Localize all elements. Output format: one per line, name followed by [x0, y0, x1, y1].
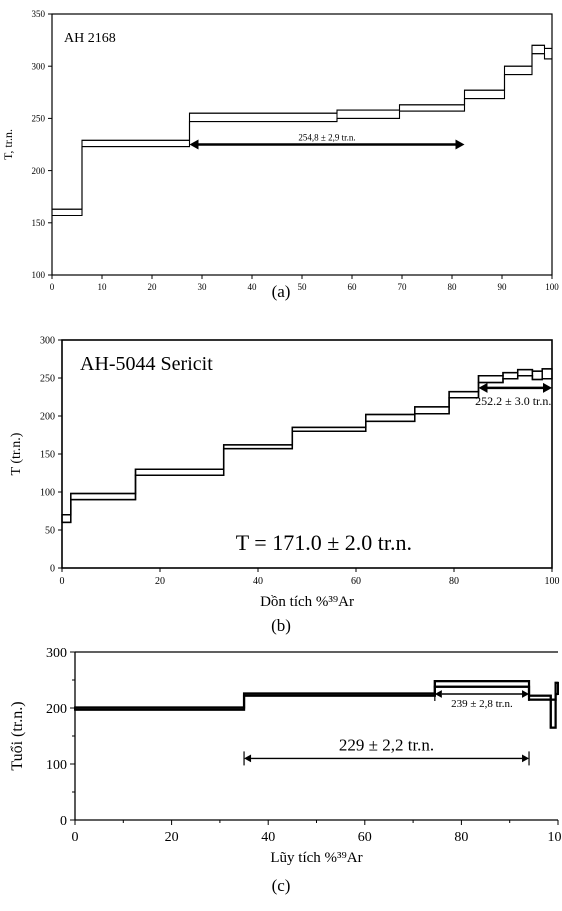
step-box: [82, 140, 190, 146]
y-tick-label: 0: [60, 814, 67, 829]
plateau-arrowhead-left: [479, 383, 488, 393]
plateau-arrowhead-right: [456, 140, 465, 150]
step-box: [545, 48, 553, 58]
x-tick-label: 0: [50, 282, 55, 292]
x-tick-label: 0: [72, 830, 79, 845]
y-axis-label: T (tr.n.): [9, 432, 24, 475]
step-box: [400, 105, 465, 111]
x-tick-label: 20: [165, 830, 179, 845]
x-tick-label: 60: [348, 282, 358, 292]
y-tick-label: 350: [32, 9, 46, 19]
chart-panel-b: 0 50 100 150 200 250 300 0 20 40 60 80 100 T (tr.n.) D…: [9, 336, 560, 636]
step-box: [435, 681, 529, 687]
x-axis-label: Dồn tích %³⁹Ar: [260, 594, 354, 610]
step-upper-line: [52, 45, 552, 209]
panel-caption: (b): [271, 616, 291, 635]
step-box: [190, 113, 338, 121]
x-tick-label: 30: [198, 282, 208, 292]
panel-caption: (c): [272, 876, 291, 895]
plateau-age-label: 229 ± 2,2 tr.n.: [339, 735, 434, 754]
step-box: [224, 445, 293, 449]
step-box: [415, 407, 449, 414]
step-box: [479, 376, 504, 383]
step-box: [556, 683, 558, 694]
step-box: [52, 209, 82, 215]
y-tick-label: 300: [32, 61, 46, 71]
x-tick-label: 20: [155, 576, 165, 587]
y-tick-label: 200: [40, 412, 55, 423]
y-tick-label: 150: [40, 450, 55, 461]
plateau-arrowhead-right: [522, 755, 529, 763]
x-tick-label: 50: [298, 282, 308, 292]
y-tick-label: 250: [40, 374, 55, 385]
step-box: [505, 66, 533, 74]
step-box: [244, 693, 435, 695]
x-tick-label: 80: [454, 830, 468, 845]
x-tick-label: 90: [498, 282, 508, 292]
x-tick-label: 100: [545, 576, 560, 587]
x-tick-label: 40: [248, 282, 258, 292]
chart-panel-c: 0 100 200 300 0 20 40 60 80 100 Tuổi (tr.n.) Lũy tí…: [9, 646, 562, 895]
plateau-arrowhead-right: [543, 383, 552, 393]
x-tick-label: 60: [351, 576, 361, 587]
step-box: [292, 427, 366, 431]
x-tick-label: 80: [449, 576, 459, 587]
plateau-arrowhead-left: [190, 140, 199, 150]
step-box: [529, 696, 551, 700]
plateau-age-label: 252.2 ± 3.0 tr.n.: [475, 394, 551, 408]
step-box: [518, 370, 533, 376]
plateau-age-label: 254,8 ± 2,9 tr.n.: [298, 133, 355, 143]
x-tick-label: 20: [148, 282, 158, 292]
y-tick-label: 50: [45, 526, 55, 537]
x-tick-label: 100: [548, 830, 562, 845]
total-gas-age-label: T = 171.0 ± 2.0 tr.n.: [236, 530, 412, 555]
y-tick-label: 150: [32, 218, 46, 228]
step-box: [136, 469, 224, 475]
y-tick-label: 200: [46, 702, 67, 717]
x-tick-label: 0: [60, 576, 65, 587]
y-axis-label: T, tr.n.: [1, 129, 15, 160]
y-tick-label: 200: [32, 166, 46, 176]
y-tick-label: 300: [46, 646, 67, 661]
step-box: [542, 369, 552, 379]
y-tick-label: 250: [32, 114, 46, 124]
y-tick-label: 100: [46, 758, 67, 773]
plateau-age-label: 239 ± 2,8 tr.n.: [451, 698, 513, 710]
sample-label: AH-5044 Sericit: [80, 353, 213, 375]
x-tick-label: 70: [398, 282, 408, 292]
step-box: [532, 371, 542, 379]
y-tick-label: 100: [32, 270, 46, 280]
x-tick-label: 80: [448, 282, 458, 292]
step-box: [449, 392, 478, 398]
step-box: [465, 90, 505, 98]
step-box: [532, 45, 545, 53]
y-tick-label: 0: [50, 564, 55, 575]
panel-caption: (a): [272, 282, 291, 301]
step-box: [62, 515, 71, 523]
plateau-arrowhead-left: [244, 755, 251, 763]
y-tick-label: 300: [40, 336, 55, 347]
x-tick-label: 100: [545, 282, 559, 292]
step-box: [503, 373, 518, 379]
step-box: [71, 494, 136, 500]
y-tick-label: 100: [40, 488, 55, 499]
x-tick-label: 40: [253, 576, 263, 587]
sample-label: AH 2168: [64, 31, 116, 46]
x-axis-label: Lũy tích %³⁹Ar: [270, 850, 362, 866]
step-box: [366, 414, 415, 421]
step-box: [337, 110, 400, 118]
chart-panel-a: 100 150 200 250 300 350 0 10 20 30 40 50 60 70 80 90 100…: [1, 9, 559, 301]
x-tick-label: 10: [98, 282, 108, 292]
x-tick-label: 60: [358, 830, 372, 845]
x-tick-label: 40: [261, 830, 275, 845]
step-box: [551, 700, 556, 728]
y-axis-label: Tuổi (tr.n.): [9, 701, 26, 770]
step-box: [75, 707, 244, 709]
